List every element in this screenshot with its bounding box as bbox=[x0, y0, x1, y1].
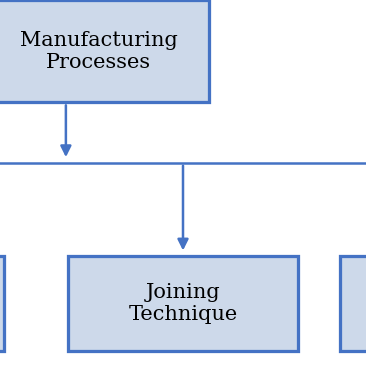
FancyBboxPatch shape bbox=[0, 0, 209, 102]
FancyBboxPatch shape bbox=[68, 256, 298, 351]
Text: Manufacturing
Processes: Manufacturing Processes bbox=[20, 31, 178, 72]
Text: Joining
Technique: Joining Technique bbox=[128, 283, 238, 324]
FancyBboxPatch shape bbox=[0, 256, 4, 351]
FancyBboxPatch shape bbox=[340, 256, 366, 351]
